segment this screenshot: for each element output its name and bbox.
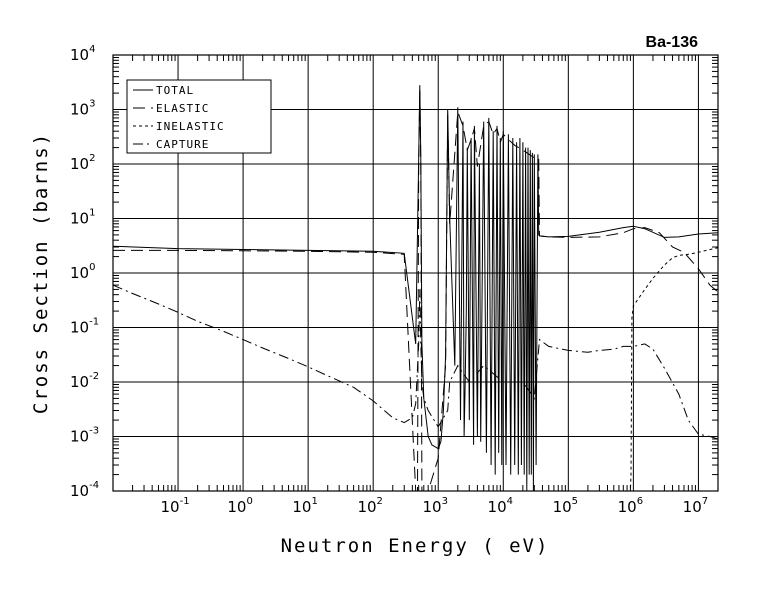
y-tick-label-5: 101: [70, 208, 95, 228]
legend-box: [126, 79, 272, 154]
legend: TOTAL ELASTIC INELASTIC CAPTURE: [126, 79, 272, 154]
x-tick-label-0: 10-1: [161, 496, 190, 516]
chart-title: Ba-136: [646, 34, 699, 51]
y-tick-label-1: 10-3: [70, 426, 99, 446]
x-tick-labels: 10-1 100 101 102 103 104 105 106 107: [161, 496, 709, 516]
x-tick-label-6: 105: [553, 496, 578, 516]
y-tick-label-7: 103: [70, 99, 95, 119]
legend-label-total: TOTAL: [156, 84, 194, 97]
plot-frame: [112, 54, 719, 492]
x-axis-label: Neutron Energy ( eV): [281, 535, 550, 557]
y-axis-label: Cross Section (barns): [30, 132, 52, 414]
series-line-capture: [113, 284, 718, 440]
series-line-total: [113, 85, 718, 491]
y-tick-label-8: 104: [70, 44, 95, 64]
series-layer: [113, 85, 718, 491]
legend-label-capture: CAPTURE: [156, 138, 209, 151]
y-tick-label-4: 100: [70, 262, 95, 282]
x-tick-label-5: 104: [488, 496, 513, 516]
minor-ticks: [113, 55, 718, 491]
series-line-inelastic: [627, 247, 718, 491]
x-tick-label-4: 103: [422, 496, 447, 516]
y-tick-label-3: 10-1: [70, 317, 99, 337]
legend-label-inelastic: INELASTIC: [156, 120, 225, 133]
series-line-elastic: [113, 87, 718, 491]
y-tick-labels: 10-4 10-3 10-2 10-1 100 101 102 103 104: [70, 44, 99, 500]
x-tick-label-1: 100: [227, 496, 252, 516]
x-tick-label-7: 106: [618, 496, 643, 516]
x-tick-label-3: 102: [357, 496, 382, 516]
y-tick-label-6: 102: [70, 153, 95, 173]
y-tick-label-2: 10-2: [70, 371, 99, 391]
x-tick-label-8: 107: [683, 496, 708, 516]
x-tick-label-2: 101: [292, 496, 317, 516]
legend-label-elastic: ELASTIC: [156, 102, 209, 115]
y-tick-label-0: 10-4: [70, 480, 99, 500]
